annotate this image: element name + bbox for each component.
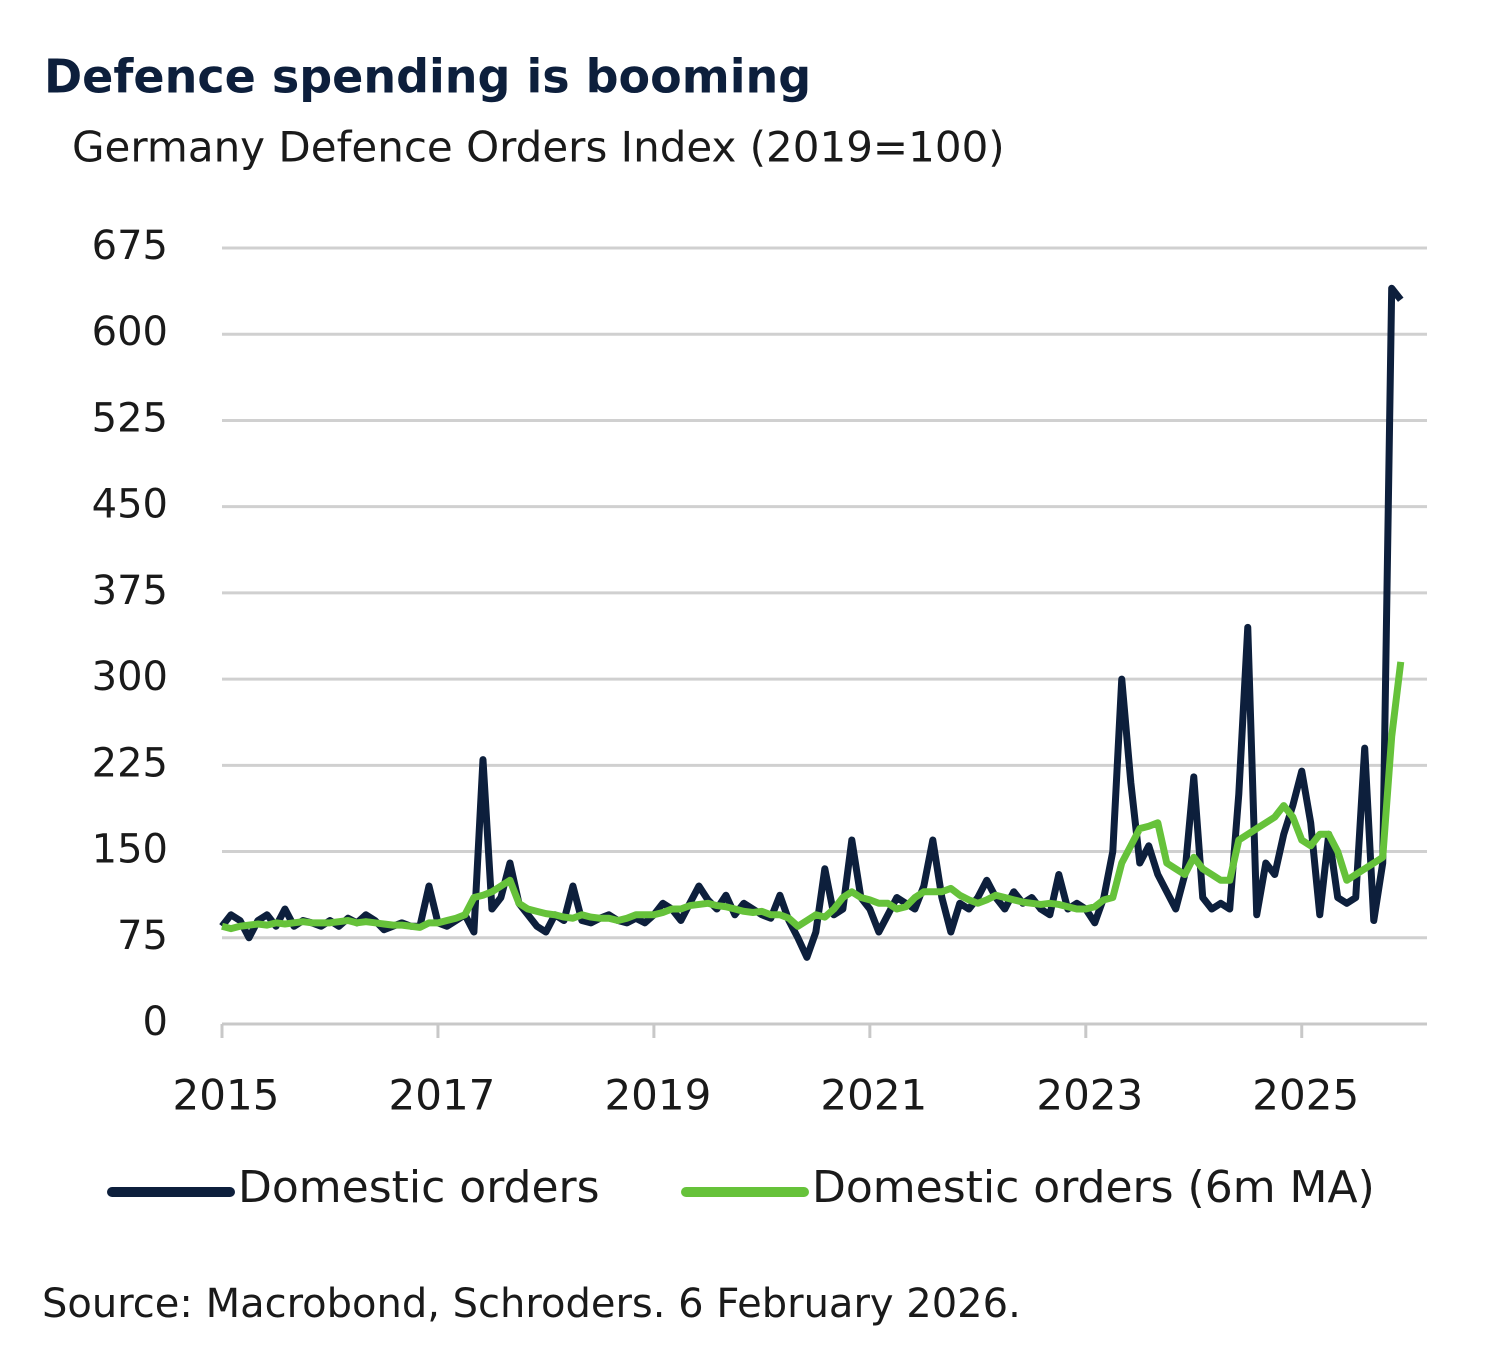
y-tick-label: 0	[143, 999, 168, 1045]
data-line	[221, 661, 1405, 933]
chart-title: Defence spending is booming	[44, 50, 811, 104]
source-note: Source: Macrobond, Schroders. 6 February…	[42, 1281, 1021, 1327]
data-line	[219, 284, 1404, 961]
y-tick-label: 75	[117, 913, 168, 959]
y-tick-label: 225	[92, 740, 168, 786]
x-tick-label: 2017	[389, 1071, 496, 1120]
x-tick-label: 2019	[604, 1071, 711, 1120]
x-tick-label: 2021	[820, 1071, 927, 1120]
x-tick-label: 2023	[1036, 1071, 1143, 1120]
y-tick-label: 300	[92, 654, 168, 700]
legend-label: Domestic orders	[238, 1162, 600, 1213]
y-tick-label: 600	[92, 309, 168, 355]
y-tick-label: 450	[92, 482, 168, 528]
y-tick-label: 525	[92, 395, 168, 441]
legend-label: Domestic orders (6m MA)	[812, 1162, 1375, 1213]
x-tick-label: 2015	[173, 1071, 280, 1120]
x-tick-label: 2025	[1252, 1071, 1359, 1120]
chart-subtitle: Germany Defence Orders Index (2019=100)	[72, 123, 1005, 172]
y-tick-label: 675	[92, 223, 168, 269]
y-tick-label: 375	[92, 568, 168, 614]
y-tick-label: 150	[92, 827, 168, 873]
